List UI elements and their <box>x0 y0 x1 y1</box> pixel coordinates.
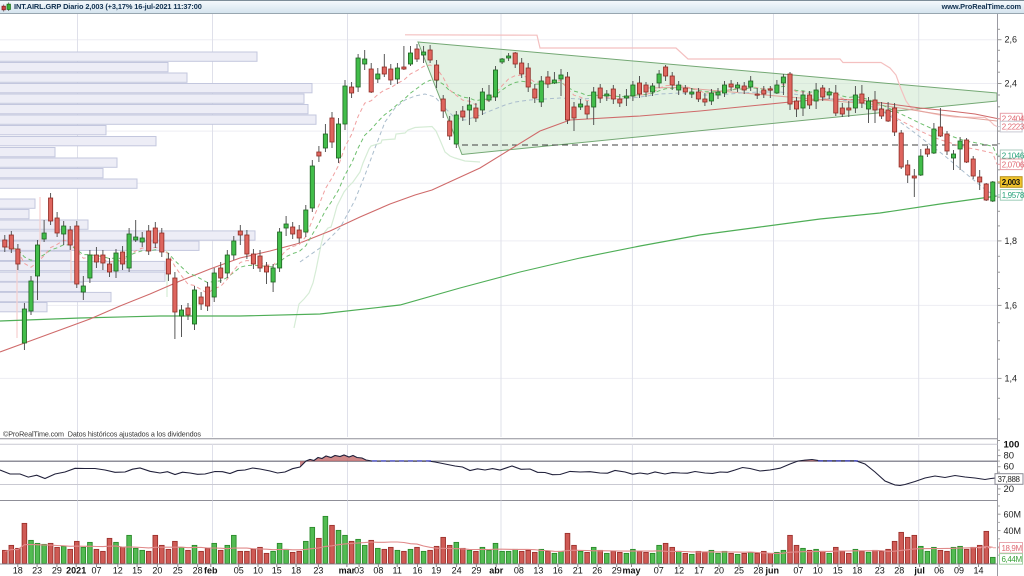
svg-text:13: 13 <box>533 566 543 576</box>
svg-text:16: 16 <box>412 566 422 576</box>
svg-text:15: 15 <box>132 566 142 576</box>
svg-text:23: 23 <box>875 566 885 576</box>
svg-text:60: 60 <box>1004 462 1015 473</box>
svg-text:mar: mar <box>339 566 356 576</box>
svg-text:may: may <box>622 566 640 576</box>
svg-text:12: 12 <box>674 566 684 576</box>
svg-text:2,1046: 2,1046 <box>1002 151 1024 160</box>
svg-text:06: 06 <box>934 566 944 576</box>
svg-text:2021: 2021 <box>66 566 86 576</box>
svg-text:17: 17 <box>694 566 704 576</box>
svg-text:15: 15 <box>833 566 843 576</box>
svg-text:10: 10 <box>813 566 823 576</box>
svg-text:1,4: 1,4 <box>1005 373 1018 383</box>
svg-text:6,44M: 6,44M <box>1002 555 1023 564</box>
svg-text:18: 18 <box>291 566 301 576</box>
svg-text:37,888: 37,888 <box>998 475 1021 484</box>
svg-text:23: 23 <box>32 566 42 576</box>
svg-text:feb: feb <box>204 566 218 576</box>
svg-text:abr: abr <box>489 566 504 576</box>
svg-text:2,6: 2,6 <box>1005 35 1018 45</box>
svg-text:24: 24 <box>452 566 462 576</box>
svg-text:19: 19 <box>431 566 441 576</box>
svg-text:08: 08 <box>514 566 524 576</box>
svg-text:29: 29 <box>612 566 622 576</box>
svg-text:18: 18 <box>13 566 23 576</box>
svg-text:03: 03 <box>354 566 364 576</box>
svg-text:18,9M: 18,9M <box>1002 544 1023 553</box>
svg-text:05: 05 <box>234 566 244 576</box>
svg-text:40M: 40M <box>1004 526 1022 536</box>
svg-text:21: 21 <box>573 566 583 576</box>
svg-text:2,4: 2,4 <box>1005 79 1018 89</box>
svg-text:2,2223: 2,2223 <box>1002 123 1024 132</box>
svg-text:2,0706: 2,0706 <box>1002 160 1024 169</box>
svg-text:25: 25 <box>173 566 183 576</box>
svg-text:©ProRealTime.com Datos histór: ©ProRealTime.com Datos históricos ajusta… <box>3 430 201 439</box>
svg-text:18: 18 <box>852 566 862 576</box>
svg-text:jun: jun <box>765 566 780 576</box>
svg-text:14: 14 <box>973 566 983 576</box>
svg-text:16: 16 <box>553 566 563 576</box>
svg-text:60M: 60M <box>1004 510 1022 520</box>
svg-text:08: 08 <box>373 566 383 576</box>
svg-text:20: 20 <box>152 566 162 576</box>
svg-text:28: 28 <box>894 566 904 576</box>
svg-text:29: 29 <box>52 566 62 576</box>
svg-text:23: 23 <box>313 566 323 576</box>
svg-text:2,003: 2,003 <box>1002 178 1021 187</box>
svg-text:07: 07 <box>793 566 803 576</box>
svg-text:jul: jul <box>913 566 925 576</box>
svg-text:28: 28 <box>193 566 203 576</box>
svg-text:09: 09 <box>954 566 964 576</box>
svg-text:25: 25 <box>734 566 744 576</box>
svg-text:10: 10 <box>253 566 263 576</box>
svg-text:2,2404: 2,2404 <box>1002 115 1024 124</box>
svg-text:26: 26 <box>592 566 602 576</box>
svg-text:1,6: 1,6 <box>1005 300 1018 310</box>
svg-text:1,9578: 1,9578 <box>1002 191 1024 200</box>
svg-text:07: 07 <box>654 566 664 576</box>
svg-text:20: 20 <box>1004 484 1015 495</box>
svg-text:07: 07 <box>91 566 101 576</box>
svg-text:28: 28 <box>753 566 763 576</box>
svg-text:15: 15 <box>272 566 282 576</box>
svg-text:100: 100 <box>1004 440 1020 451</box>
svg-text:1,8: 1,8 <box>1005 236 1018 246</box>
svg-text:29: 29 <box>471 566 481 576</box>
svg-text:80: 80 <box>1004 451 1015 462</box>
svg-text:11: 11 <box>393 566 402 576</box>
svg-text:20: 20 <box>714 566 724 576</box>
svg-text:12: 12 <box>113 566 123 576</box>
